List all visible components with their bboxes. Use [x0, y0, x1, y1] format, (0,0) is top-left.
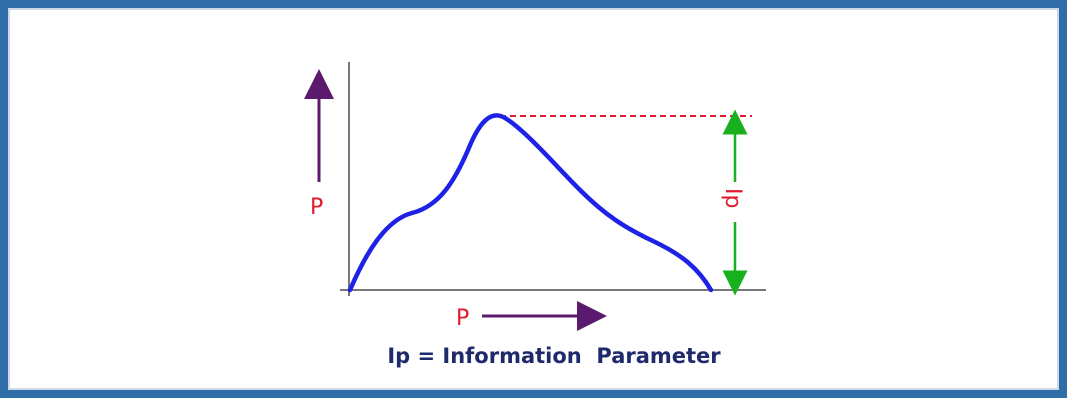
- x-axis-label: P: [456, 306, 469, 331]
- y-axis-label: P: [310, 195, 323, 220]
- probability-curve: [347, 113, 714, 293]
- caption: Ip = Information Parameter: [387, 344, 721, 368]
- diagram-inner-border: [8, 8, 1059, 390]
- ip-label: Ip: [720, 188, 745, 208]
